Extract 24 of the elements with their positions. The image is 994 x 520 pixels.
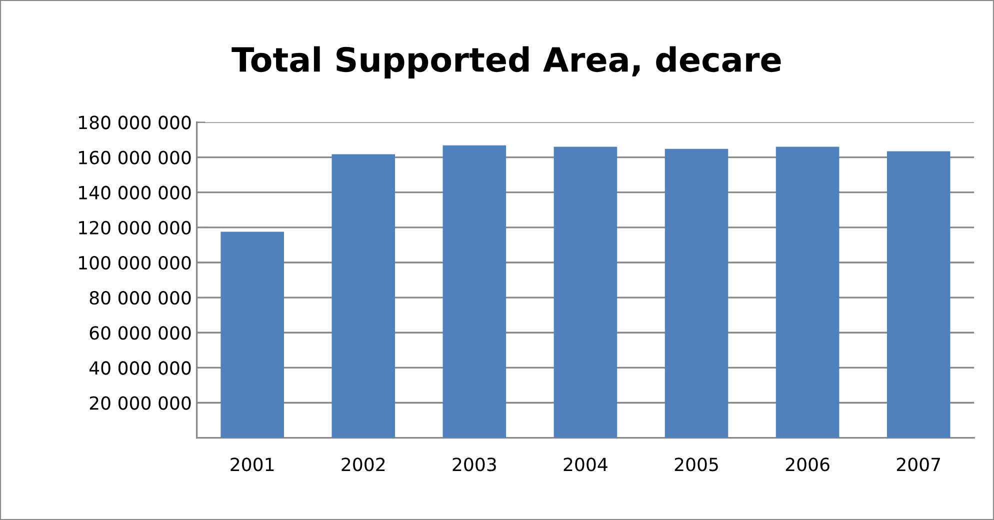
y-tick-label: 160 000 000 <box>79 150 191 164</box>
bar <box>220 232 284 438</box>
y-tick-label: 60 000 000 <box>90 326 191 340</box>
chart-title: Total Supported Area, decare <box>232 46 781 79</box>
x-tick-label: 2003 <box>452 458 496 472</box>
y-tick-label: 140 000 000 <box>79 186 191 200</box>
bar <box>886 151 950 438</box>
bar <box>442 145 506 438</box>
x-tick-label: 2005 <box>674 458 718 472</box>
y-tick-label: 120 000 000 <box>79 220 191 235</box>
y-tick-label: 80 000 000 <box>90 291 191 305</box>
y-tick-label: 20 000 000 <box>90 396 191 410</box>
x-tick-label: 2006 <box>786 458 830 472</box>
bar <box>776 146 840 438</box>
x-tick-label: 2007 <box>896 458 940 472</box>
y-tick-label: 180 000 000 <box>79 116 191 130</box>
bar <box>554 146 618 438</box>
x-tick-label: 2001 <box>230 458 274 472</box>
y-tick-label: 100 000 000 <box>79 256 191 270</box>
x-tick-label: 2002 <box>342 458 385 472</box>
bar <box>332 154 396 438</box>
y-tick-label: 40 000 000 <box>89 361 191 375</box>
bar <box>664 148 728 438</box>
x-tick-label: 2004 <box>564 458 608 472</box>
